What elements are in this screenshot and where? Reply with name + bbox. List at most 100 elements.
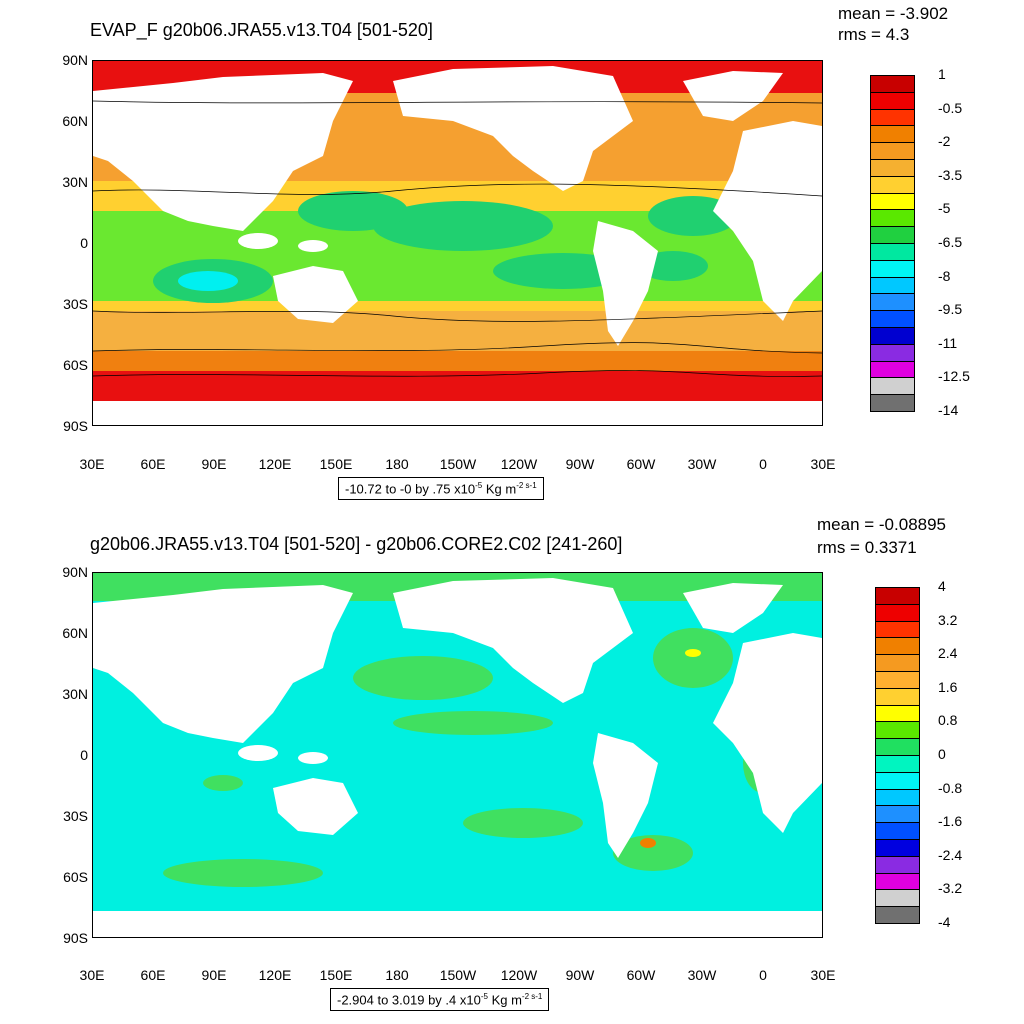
mean-stat: mean = -0.08895 <box>817 515 947 534</box>
lon-label: 30W <box>687 456 717 472</box>
lon-label: 120W <box>500 967 538 983</box>
colorbar-segment <box>875 855 920 874</box>
lat-label: 0 <box>80 747 88 763</box>
colorbar-segment <box>875 771 920 790</box>
colorbar-segment <box>875 637 920 656</box>
lat-label: 30S <box>63 296 88 312</box>
contour-info-box: -2.904 to 3.019 by .4 x10-5 Kg m-2 s-1 <box>330 988 550 1012</box>
colorbar-segment <box>870 276 915 295</box>
lon-label: 60E <box>140 456 166 472</box>
colorbar-segment <box>870 226 915 244</box>
colorbar-segment <box>870 394 915 412</box>
colorbar-segment <box>870 75 915 93</box>
contour-info-unit-exponent: -2 s-1 <box>521 992 543 1001</box>
colorbar-segment <box>875 704 920 723</box>
lat-label: 60S <box>63 357 88 373</box>
colorbar-segment <box>875 805 920 824</box>
colorbar-segment <box>875 755 920 773</box>
colorbar-label: -3.2 <box>938 880 963 897</box>
colorbar-segment <box>870 108 915 127</box>
mean-stat: mean = -3.902 <box>838 4 949 23</box>
colorbar <box>875 587 920 924</box>
lat-label: 30N <box>62 686 88 702</box>
lon-label: 90E <box>201 456 227 472</box>
colorbar-segment <box>875 671 920 689</box>
map-plot <box>92 572 823 938</box>
contour-info-unit: Kg m <box>482 481 517 497</box>
panel-title: EVAP_F g20b06.JRA55.v13.T04 [501-520] <box>90 20 433 40</box>
colorbar-segment <box>870 310 915 328</box>
lon-label: 180 <box>385 456 409 472</box>
colorbar-segment <box>870 343 915 362</box>
lat-label: 90N <box>62 52 88 68</box>
lon-label: 150W <box>439 456 477 472</box>
rms-stat: rms = 0.3371 <box>817 538 917 557</box>
colorbar-segment <box>870 91 915 110</box>
lat-label: 60N <box>62 113 88 129</box>
colorbar-segment <box>875 687 920 706</box>
colorbar-label: 3.2 <box>938 611 958 628</box>
colorbar-segment <box>870 159 915 177</box>
colorbar-segment <box>875 721 920 740</box>
colorbar-segment <box>870 259 915 278</box>
colorbar-segment <box>875 889 920 908</box>
colorbar-label: -12.5 <box>938 368 970 385</box>
lat-label: 30S <box>63 808 88 824</box>
colorbar-segment <box>875 822 920 840</box>
colorbar-segment <box>875 906 920 924</box>
colorbar <box>870 75 915 412</box>
contour-info-text: -10.72 to -0 by .75 x10 <box>345 481 476 497</box>
colorbar-segment <box>875 587 920 605</box>
lat-label: 60S <box>63 869 88 885</box>
colorbar-label: -14 <box>938 402 959 418</box>
colorbar-label: -1.6 <box>938 813 963 830</box>
lon-label: 60E <box>140 967 166 983</box>
contour-info-unit-exponent: -2 s-1 <box>516 481 537 490</box>
map-plot <box>92 60 823 426</box>
colorbar-label: -2 <box>938 133 951 150</box>
colorbar-label: -0.5 <box>938 99 963 116</box>
colorbar-label: -4 <box>938 914 951 930</box>
lon-label: 120W <box>500 456 538 472</box>
colorbar-label: -9.5 <box>938 301 963 318</box>
lon-label: 120E <box>258 456 292 472</box>
lat-label: 30N <box>62 174 88 190</box>
lat-label: 60N <box>62 625 88 641</box>
colorbar-label: -3.5 <box>938 166 963 183</box>
lat-label: 0 <box>80 235 88 251</box>
colorbar-segment <box>875 603 920 622</box>
contour-info-exponent: -5 <box>480 992 488 1001</box>
colorbar-segment <box>870 327 915 345</box>
lat-label: 90N <box>62 564 88 580</box>
colorbar-segment <box>875 788 920 807</box>
colorbar-segment <box>870 192 915 211</box>
colorbar-label: -8 <box>938 267 951 284</box>
lon-label: 60W <box>626 456 656 472</box>
lon-label: 30W <box>687 967 717 983</box>
colorbar-segment <box>870 377 915 396</box>
colorbar-label: 2.4 <box>938 645 958 662</box>
colorbar-segment <box>870 175 915 194</box>
panel-title: g20b06.JRA55.v13.T04 [501-520] - g20b06.… <box>90 534 623 554</box>
lat-label: 90S <box>63 930 88 946</box>
colorbar-segment <box>870 360 915 379</box>
lon-label: 150W <box>439 967 477 983</box>
colorbar-segment <box>875 872 920 891</box>
lon-label: 30E <box>79 456 105 472</box>
colorbar-segment <box>875 839 920 857</box>
lon-label: 120E <box>258 967 292 983</box>
lon-label: 0 <box>759 967 767 983</box>
colorbar-segment <box>870 125 915 144</box>
colorbar-segment <box>875 738 920 756</box>
colorbar-label: 1.6 <box>938 678 958 695</box>
colorbar-segment <box>870 209 915 228</box>
lon-label: 30E <box>810 967 836 983</box>
lon-label: 180 <box>385 967 409 983</box>
colorbar-label: 0.8 <box>938 712 958 729</box>
colorbar-segment <box>870 243 915 261</box>
lon-label: 90E <box>201 967 227 983</box>
colorbar-label: 1 <box>938 66 946 82</box>
rms-stat: rms = 4.3 <box>838 25 910 44</box>
contour-info-exponent: -5 <box>475 481 483 490</box>
lon-label: 30E <box>810 456 836 472</box>
